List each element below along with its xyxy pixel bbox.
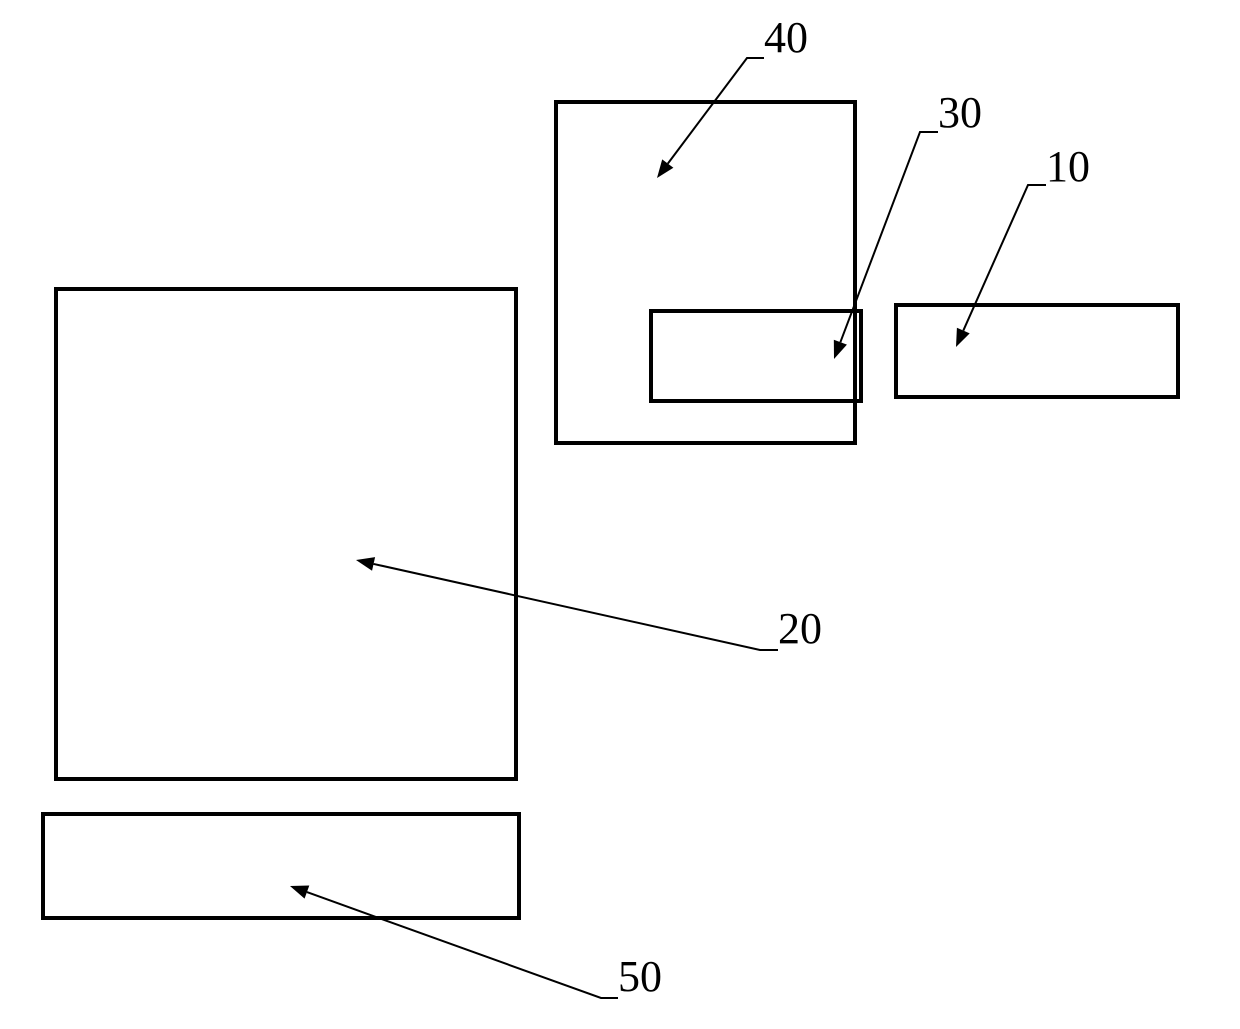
box-20 (54, 287, 518, 781)
callout-10: 10 (1046, 141, 1090, 192)
diagram-stage: 40 30 10 20 50 (0, 0, 1240, 1029)
callout-30: 30 (938, 87, 982, 138)
box-30 (649, 309, 863, 403)
callout-20: 20 (778, 603, 822, 654)
callout-50: 50 (618, 951, 662, 1002)
box-50 (41, 812, 521, 920)
box-10 (894, 303, 1180, 399)
callout-40: 40 (764, 12, 808, 63)
